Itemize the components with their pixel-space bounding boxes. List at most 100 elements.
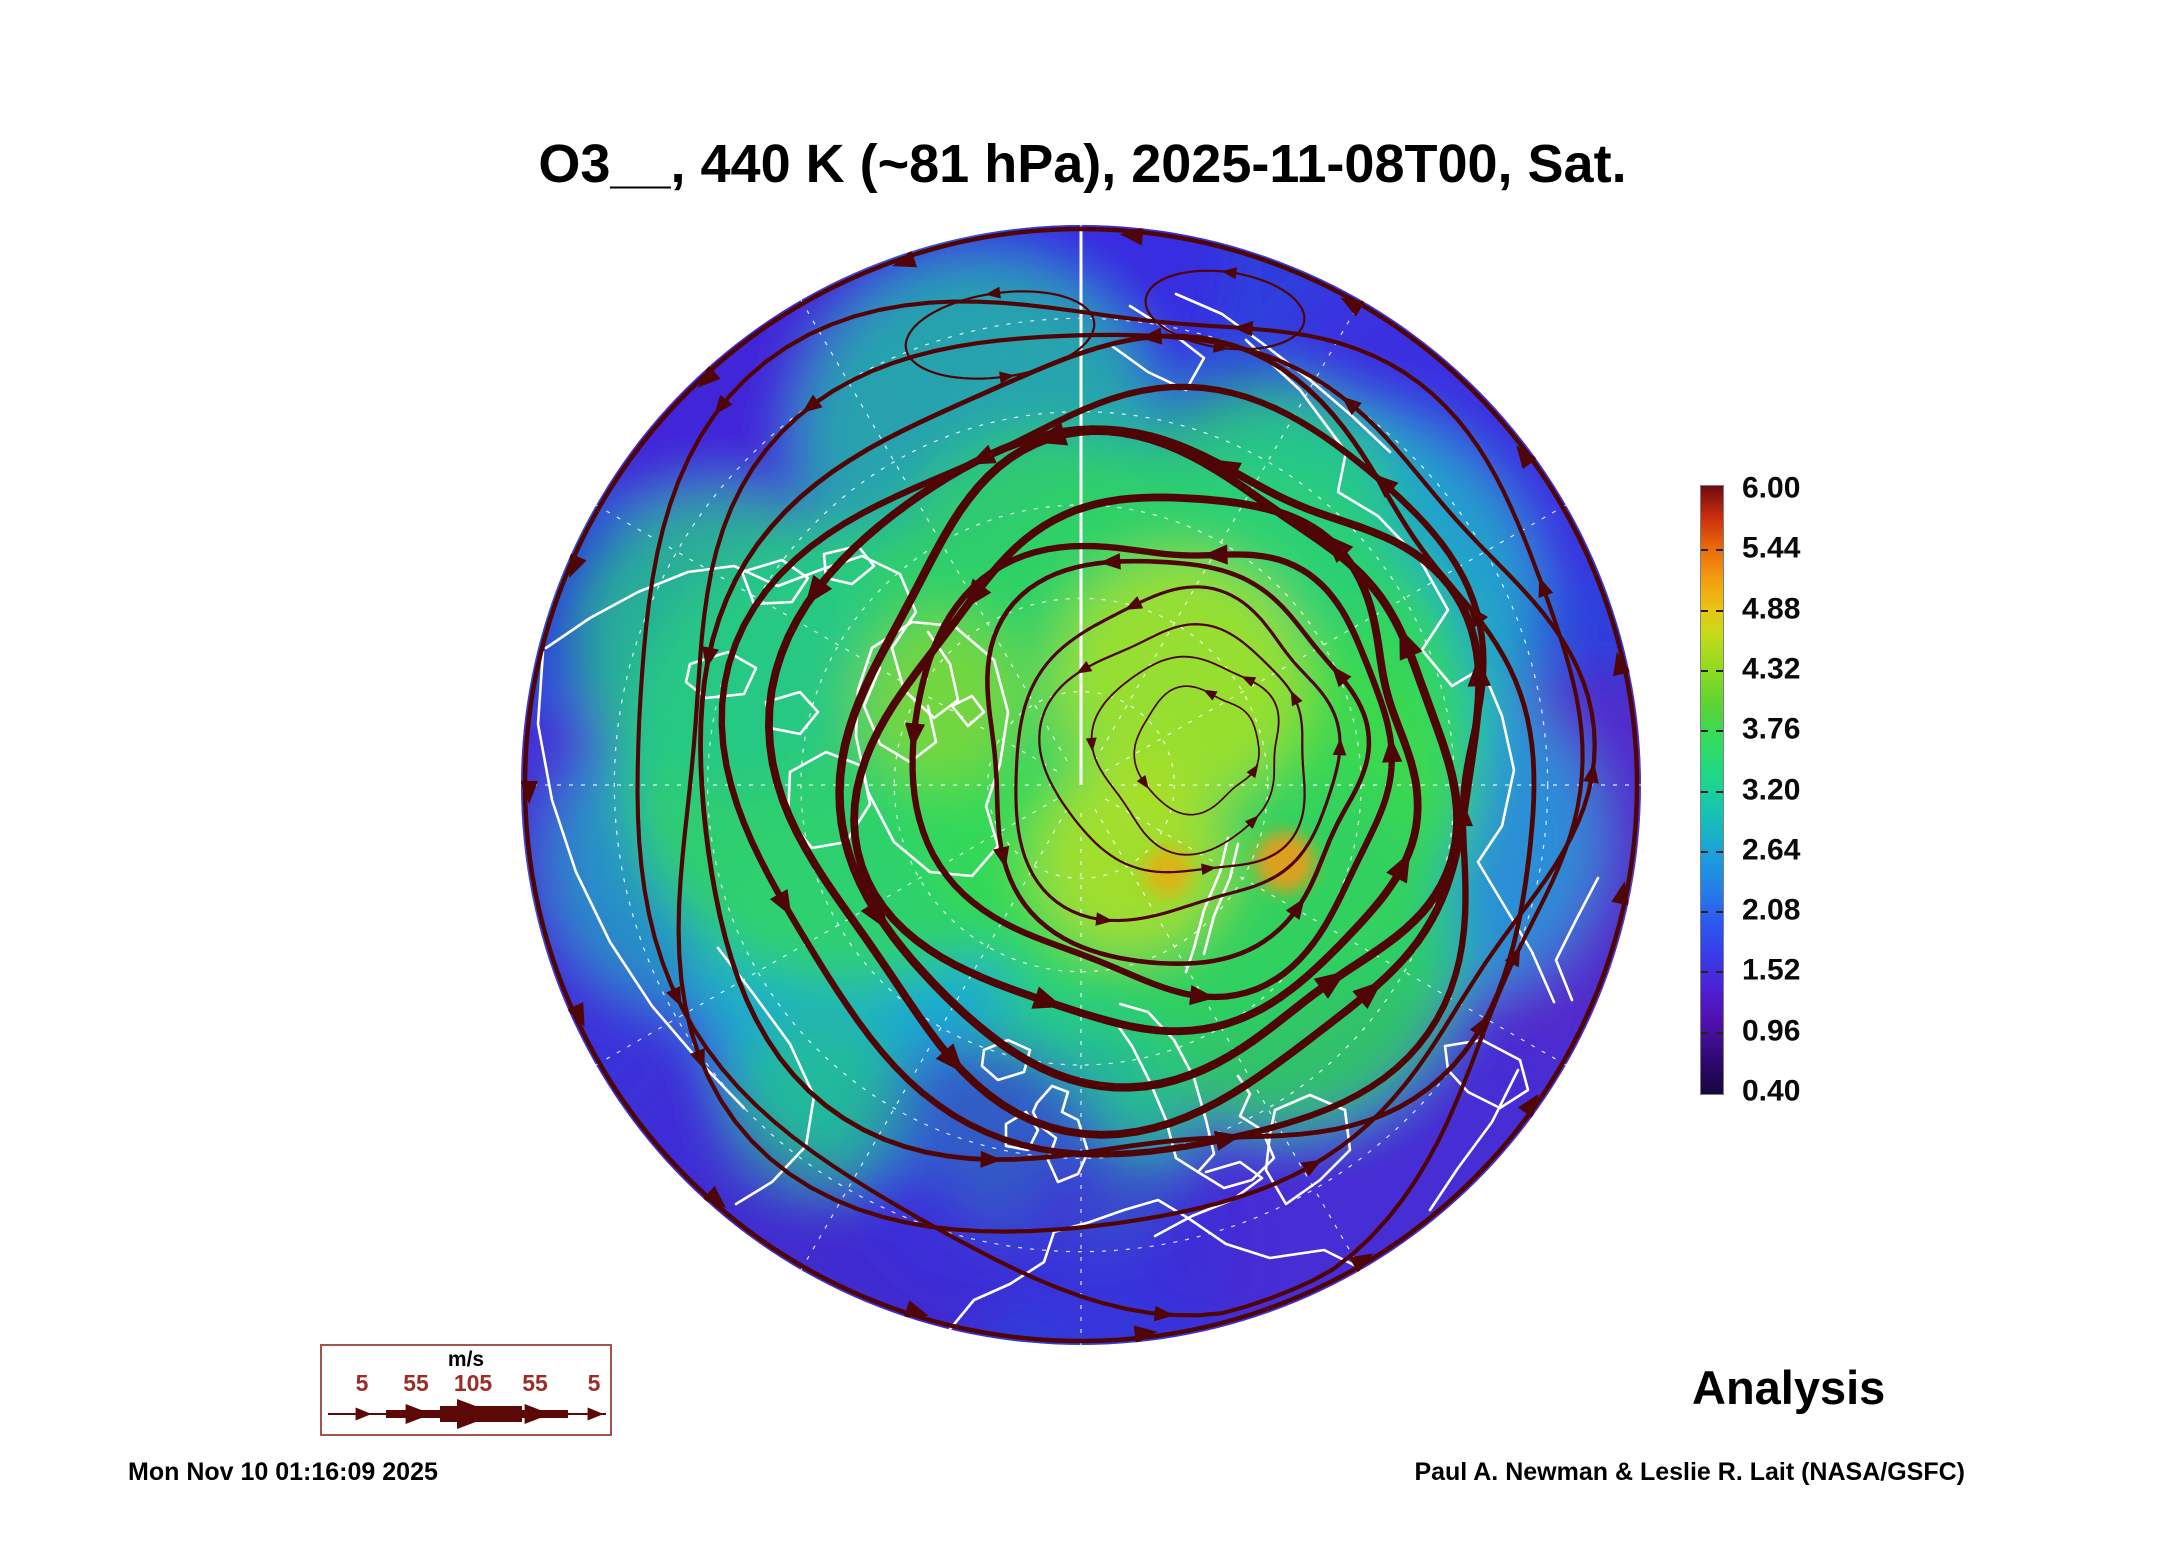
wind-speed-tick-label: 5 — [355, 1370, 369, 1396]
streamline-arrowhead — [1285, 898, 1305, 920]
coastline-arctic-island-3 — [684, 650, 758, 700]
colorbar-tick-mark — [1716, 609, 1723, 612]
streamline-arrowhead — [1382, 736, 1403, 763]
longitude-line — [595, 798, 1058, 1066]
streamline-arrowhead — [904, 722, 926, 749]
colorbar-tick-label: 3.20 — [1742, 773, 1801, 807]
colorbar-gradient — [1700, 485, 1724, 1095]
credit-line: Paul A. Newman & Leslie R. Lait (NASA/GS… — [1414, 1458, 1965, 1486]
colorbar-tick-mark — [1716, 790, 1723, 793]
ozone-blob — [1035, 765, 1225, 955]
streamline-arrowhead — [524, 1404, 551, 1424]
ozone-blob — [570, 490, 870, 790]
colorbar-tick-mark — [1716, 549, 1723, 552]
colorbar-tick-mark — [1716, 669, 1723, 672]
colorbar-tick-label: 2.64 — [1742, 833, 1801, 867]
colorbar-tick-label: 2.08 — [1742, 893, 1801, 927]
streamline-arrowhead — [521, 780, 538, 805]
streamline-arrowhead — [666, 985, 682, 1008]
coastline-novaya-zemlya — [1184, 836, 1230, 974]
streamline-arrowhead — [1340, 297, 1365, 317]
colorbar-tick-mark — [1701, 1031, 1708, 1034]
streamline-arrowhead — [1210, 459, 1242, 484]
coastline-caspian-sea — [1443, 1038, 1530, 1110]
coastline-arctic-island-1 — [740, 558, 810, 606]
minor-circulation-loop — [904, 290, 1096, 380]
streamline-arrowhead — [903, 1300, 929, 1318]
ozone-blob — [1255, 832, 1315, 892]
streamline-arrowhead — [1201, 863, 1217, 876]
streamline-arrowhead — [697, 365, 721, 388]
streamline-arrowhead — [689, 1048, 705, 1070]
colorbar-tick-label: 5.44 — [1742, 531, 1801, 565]
streamline-loop — [718, 383, 1487, 1158]
streamline-arrowhead — [355, 1407, 372, 1421]
streamline-arrowhead — [702, 1185, 726, 1208]
colorbar-tick-mark — [1701, 669, 1708, 672]
map-disc — [521, 225, 1641, 1345]
coastline-kamchatka — [1554, 876, 1600, 1002]
wind-units-label: m/s — [447, 1348, 485, 1371]
streamline-arrowhead — [1119, 227, 1144, 246]
longitude-line — [1094, 299, 1362, 762]
wind-speed-tick-label: 55 — [522, 1370, 548, 1396]
streamline-arrowhead — [1290, 690, 1303, 707]
streamline-arrowhead — [1233, 320, 1254, 337]
colorbar-tick-mark — [1716, 1031, 1723, 1034]
streamline-arrowhead — [1153, 1305, 1175, 1322]
longitude-line — [1094, 808, 1362, 1271]
colorbar-tick-label: 6.00 — [1742, 471, 1801, 505]
streamline-arrowhead — [1349, 1253, 1374, 1273]
streamline-arrowhead — [860, 897, 888, 931]
ozone-blob — [855, 615, 1025, 785]
streamline-arrowhead — [569, 553, 587, 578]
longitude-line — [800, 299, 1068, 762]
ozone-blob — [1055, 555, 1305, 805]
streamline-arrowhead — [587, 1407, 604, 1421]
streamline-arrowhead — [1246, 764, 1259, 779]
streamline-arrowhead — [892, 250, 918, 268]
streamline-arrowhead — [1202, 544, 1228, 565]
streamline-arrowhead — [1099, 553, 1121, 570]
coastline-turkey-coast — [1153, 1160, 1264, 1238]
colorbar-tick-mark — [1701, 971, 1708, 974]
streamline-arrowhead — [1300, 1159, 1323, 1177]
longitude-line — [1104, 798, 1567, 1066]
colorbar-tick-mark — [1701, 549, 1708, 552]
streamline-arrowhead — [1095, 912, 1114, 926]
streamline-arrowhead — [1133, 1325, 1158, 1344]
coastline-siberia-coast — [1244, 338, 1556, 1004]
streamline-arrowhead — [1076, 660, 1093, 674]
streamline-arrowhead — [405, 1404, 432, 1424]
streamline-arrowhead — [457, 1399, 497, 1429]
streamline-arrowhead — [1352, 981, 1383, 1009]
colorbar-tick-mark — [1701, 850, 1708, 853]
streamline-arrowhead — [980, 1150, 1003, 1168]
coastlines — [536, 292, 1600, 1336]
coastline-europe-coast — [944, 1198, 1362, 1336]
colorbar-tick-mark — [1701, 730, 1708, 733]
streamline-arrowhead — [1516, 445, 1538, 470]
colorbar-tick-mark — [1701, 609, 1708, 612]
coastline-greenland — [854, 620, 1010, 878]
streamline-arrowhead — [964, 578, 992, 609]
longitude-line — [1104, 504, 1567, 772]
colorbar-tick-label: 3.76 — [1742, 712, 1801, 746]
colorbar-tick-mark — [1716, 911, 1723, 914]
streamline-arrowhead — [999, 371, 1015, 384]
streamline-arrowhead — [1031, 986, 1063, 1009]
streamline-arrowhead — [1124, 596, 1144, 610]
streamline-arrowhead — [1452, 800, 1473, 827]
streamline-arrowhead — [801, 394, 823, 413]
streamline-arrowhead — [1212, 340, 1229, 353]
latitude-circle — [987, 691, 1175, 879]
streamline-arrowhead — [1331, 665, 1352, 688]
ozone-blob — [1010, 1145, 1230, 1345]
streamline-arrowhead — [714, 394, 733, 416]
streamline-arrowhead — [805, 574, 833, 606]
streamline-arrowhead — [702, 646, 719, 669]
coastline-black-sea — [1264, 1093, 1352, 1206]
colorbar-tick-label: 0.96 — [1742, 1014, 1801, 1048]
streamline-arrowhead — [1504, 946, 1521, 968]
